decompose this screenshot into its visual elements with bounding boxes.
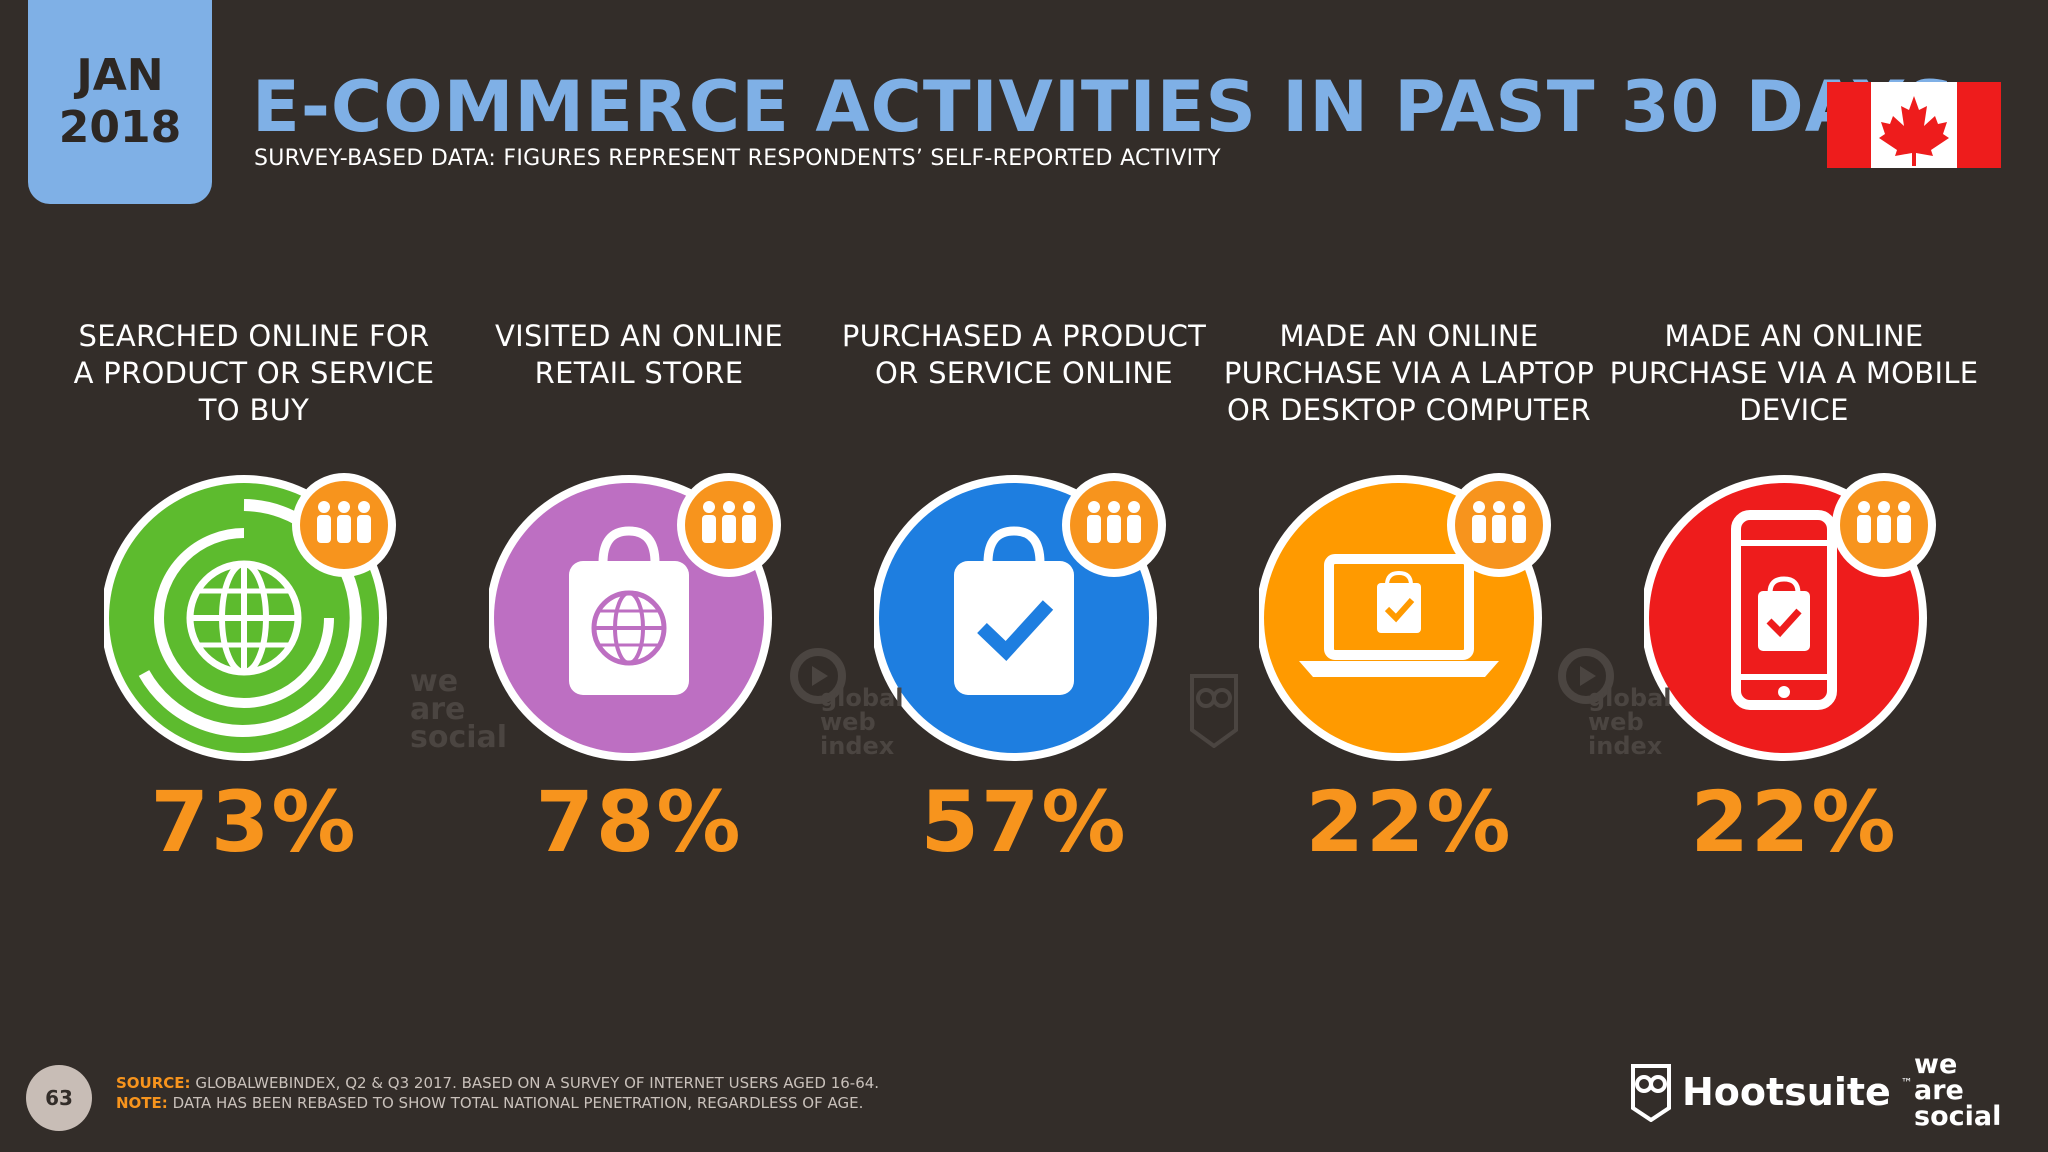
stat-visited-store: VISITED AN ONLINE RETAIL STORE 78% [449, 318, 829, 871]
stat-label: MADE AN ONLINE PURCHASE VIA A MOBILE DEV… [1609, 319, 1979, 427]
we-are-social-logo: we are social [1914, 1049, 2002, 1132]
stat-label: PURCHASED A PRODUCT OR SERVICE ONLINE [841, 319, 1207, 390]
stat-laptop-purchase: MADE AN ONLINE PURCHASE VIA A LAPTOP OR … [1219, 318, 1599, 871]
stat-mobile-purchase: MADE AN ONLINE PURCHASE VIA A MOBILE DEV… [1604, 318, 1984, 871]
laptop-icon [1259, 473, 1551, 761]
was-line-2: are [1914, 1075, 1964, 1106]
stat-value: 57% [920, 773, 1128, 871]
hootsuite-owl-icon [1631, 1064, 1671, 1122]
global-web-index-watermark: global web index [820, 684, 904, 760]
hootsuite-owl-watermark-icon [1190, 674, 1238, 748]
note-label: NOTE: [116, 1094, 168, 1112]
we-are-social-watermark: we are social [410, 664, 508, 755]
global-web-index-logo-icon-2 [1558, 648, 1614, 704]
audience-badge-icon [677, 473, 781, 577]
global-web-index-watermark-2: global web index [1588, 684, 1672, 760]
global-web-index-logo-icon [790, 648, 846, 704]
was-line-1: we [1914, 1049, 1958, 1080]
stat-purchased-online: PURCHASED A PRODUCT OR SERVICE ONLINE 57… [834, 318, 1214, 871]
hootsuite-wordmark: Hootsuite [1682, 1070, 1891, 1114]
was-line-3: social [1914, 1101, 2002, 1132]
audience-badge-icon [1832, 473, 1936, 577]
date-badge: JAN 2018 [28, 0, 212, 204]
audience-badge-icon [1062, 473, 1166, 577]
stat-searched-online: SEARCHED ONLINE FOR A PRODUCT OR SERVICE… [64, 318, 444, 871]
canada-flag-icon [1827, 82, 2001, 168]
stat-value: 22% [1305, 773, 1513, 871]
stat-value: 22% [1690, 773, 1898, 871]
page-number: 63 [26, 1065, 92, 1131]
stat-label: MADE AN ONLINE PURCHASE VIA A LAPTOP OR … [1223, 319, 1595, 427]
date-month: JAN [76, 50, 164, 101]
stat-label: SEARCHED ONLINE FOR A PRODUCT OR SERVICE… [73, 319, 435, 427]
stat-label: VISITED AN ONLINE RETAIL STORE [494, 319, 784, 390]
date-year: 2018 [58, 102, 182, 153]
shopping-bag-globe-icon [489, 473, 781, 761]
source-text: GLOBALWEBINDEX, Q2 & Q3 2017. BASED ON A… [195, 1074, 880, 1092]
note-line: NOTE: DATA HAS BEEN REBASED TO SHOW TOTA… [116, 1093, 879, 1113]
mobile-phone-icon [1644, 473, 1936, 761]
page-title: E-COMMERCE ACTIVITIES IN PAST 30 DAYS [252, 66, 1957, 148]
audience-badge-icon [292, 473, 396, 577]
stat-value: 73% [150, 773, 358, 871]
globe-icon [104, 473, 396, 761]
stat-value: 78% [535, 773, 743, 871]
shopping-bag-check-icon [874, 473, 1166, 761]
note-text: DATA HAS BEEN REBASED TO SHOW TOTAL NATI… [172, 1094, 864, 1112]
page-subtitle: SURVEY-BASED DATA: FIGURES REPRESENT RES… [254, 146, 1221, 171]
source-line: SOURCE: GLOBALWEBINDEX, Q2 & Q3 2017. BA… [116, 1073, 879, 1093]
footer-notes: SOURCE: GLOBALWEBINDEX, Q2 & Q3 2017. BA… [116, 1073, 879, 1113]
source-label: SOURCE: [116, 1074, 191, 1092]
audience-badge-icon [1447, 473, 1551, 577]
hootsuite-logo: Hootsuite ™ [1630, 1062, 1913, 1122]
trademark: ™ [1900, 1076, 1913, 1090]
